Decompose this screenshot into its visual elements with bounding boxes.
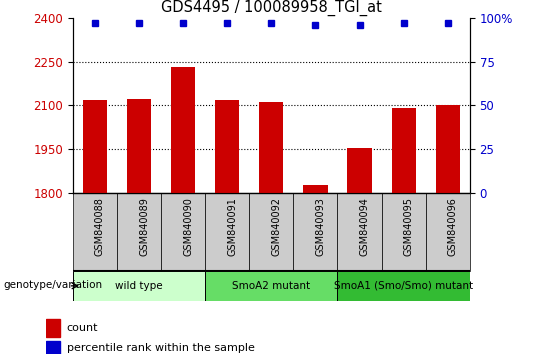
Bar — [259, 102, 284, 193]
FancyBboxPatch shape — [249, 193, 293, 271]
Text: genotype/variation: genotype/variation — [3, 280, 103, 290]
Bar — [127, 99, 151, 193]
FancyBboxPatch shape — [73, 271, 205, 301]
FancyBboxPatch shape — [73, 193, 117, 271]
FancyBboxPatch shape — [382, 193, 426, 271]
Text: percentile rank within the sample: percentile rank within the sample — [66, 343, 254, 353]
FancyBboxPatch shape — [205, 193, 249, 271]
Text: GSM840093: GSM840093 — [315, 197, 326, 256]
Bar — [347, 148, 372, 193]
Text: count: count — [66, 323, 98, 333]
Bar — [215, 100, 239, 193]
Title: GDS4495 / 100089958_TGI_at: GDS4495 / 100089958_TGI_at — [161, 0, 382, 16]
FancyBboxPatch shape — [117, 193, 161, 271]
Bar — [303, 185, 328, 193]
Text: GSM840091: GSM840091 — [227, 197, 237, 256]
Bar — [46, 319, 60, 337]
Text: GSM840088: GSM840088 — [95, 197, 105, 256]
Text: GSM840089: GSM840089 — [139, 197, 149, 256]
Bar — [171, 67, 195, 193]
Text: SmoA2 mutant: SmoA2 mutant — [232, 281, 310, 291]
Text: wild type: wild type — [115, 281, 163, 291]
FancyBboxPatch shape — [338, 271, 470, 301]
Text: GSM840090: GSM840090 — [183, 197, 193, 256]
FancyBboxPatch shape — [338, 193, 382, 271]
Bar — [436, 105, 460, 193]
FancyBboxPatch shape — [161, 193, 205, 271]
Text: SmoA1 (Smo/Smo) mutant: SmoA1 (Smo/Smo) mutant — [334, 281, 473, 291]
FancyBboxPatch shape — [205, 271, 338, 301]
Text: GSM840092: GSM840092 — [271, 197, 281, 256]
Bar — [392, 108, 416, 193]
Text: GSM840095: GSM840095 — [403, 197, 414, 256]
FancyBboxPatch shape — [293, 193, 338, 271]
FancyBboxPatch shape — [426, 193, 470, 271]
Bar — [83, 100, 107, 193]
Text: GSM840096: GSM840096 — [448, 197, 458, 256]
Bar — [46, 341, 60, 354]
Text: GSM840094: GSM840094 — [360, 197, 369, 256]
